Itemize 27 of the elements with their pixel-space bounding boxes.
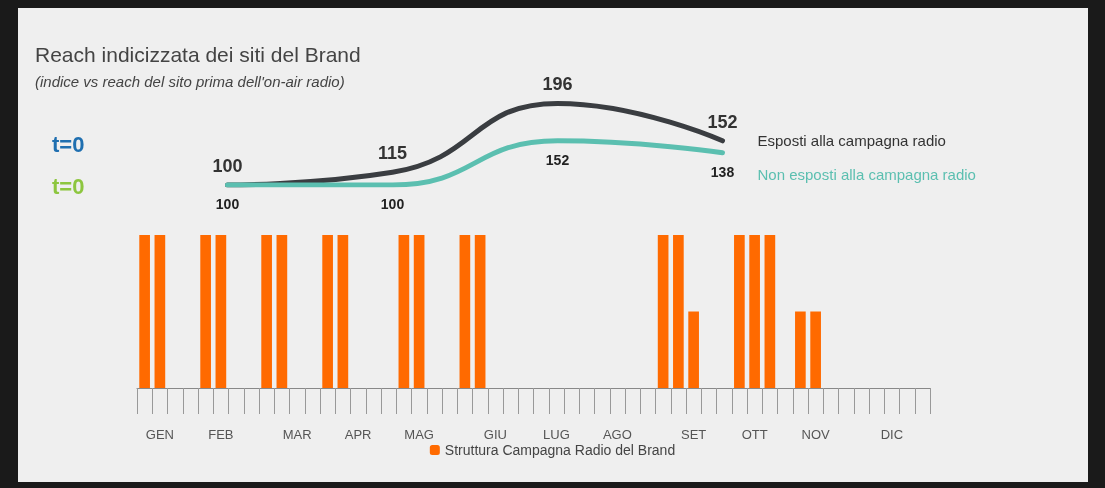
x-tick-label: GEN — [145, 427, 174, 442]
data-label: 196 — [542, 74, 573, 95]
x-tick-label: MAG — [404, 427, 434, 442]
x-tick-label: APR — [344, 427, 372, 442]
data-label: 100 — [212, 156, 243, 176]
text: Esposti alla campagna radio — [757, 132, 946, 150]
data-label: 100 — [215, 196, 240, 212]
x-tick-label: MAR — [282, 427, 312, 442]
data-label: 152 — [707, 111, 738, 132]
legend-label: Struttura Campagna Radio del Brand — [444, 442, 676, 458]
data-label: 138 — [710, 163, 735, 180]
data-label: 100 — [380, 196, 405, 212]
text: Non esposti alla campagna radio — [757, 166, 976, 184]
x-tick-label: DIC — [880, 427, 904, 442]
x-tick-label: SET — [680, 427, 707, 442]
x-tick-label: FEB — [208, 427, 234, 442]
text: t=0 — [52, 173, 85, 199]
x-tick-label: NOV — [801, 427, 831, 442]
chart-subtitle: (indice vs reach del sito prima dell'on-air radio) — [35, 73, 345, 90]
data-label: 152 — [545, 151, 570, 168]
x-tick-label: OTT — [741, 427, 768, 442]
x-tick-label: GIU — [483, 427, 507, 442]
chart-title: Reach indicizzata dei siti del Brand — [35, 43, 361, 66]
data-label: 115 — [377, 143, 408, 164]
text: t=0 — [52, 131, 85, 157]
x-tick-label: AGO — [602, 427, 632, 442]
x-tick-label: LUG — [543, 427, 570, 442]
